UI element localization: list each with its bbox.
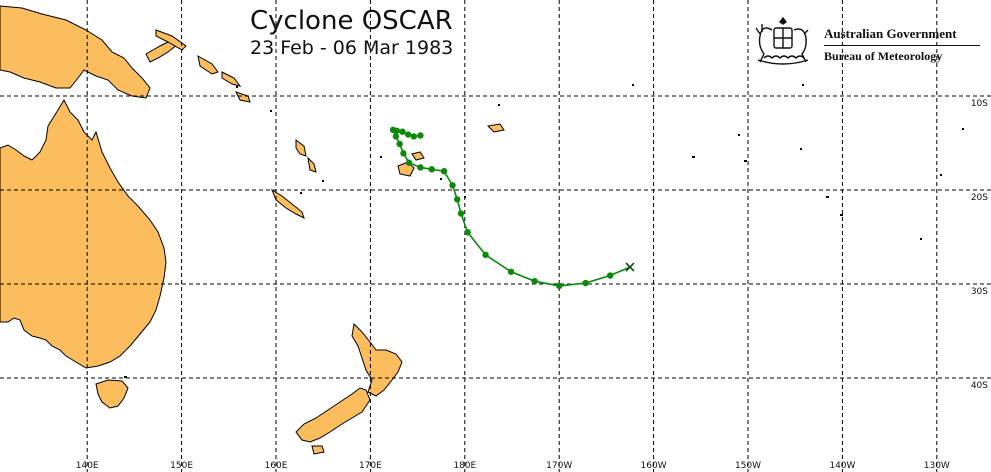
graticule-labels: 140E 150E 160E 170E 180E 170W 160W 150W 140W 130W…: [76, 99, 989, 471]
longitude-label: 150E: [170, 461, 193, 471]
land-vanuatu-2: [307, 156, 317, 173]
longitude-label: 170E: [359, 461, 382, 471]
track-position-dot: [399, 128, 406, 135]
cyclone-track: [389, 126, 635, 290]
track-position-dot: [482, 251, 489, 259]
land-layer: [0, 5, 505, 455]
land-new-caledonia: [270, 188, 305, 219]
latitude-label: 30S: [971, 287, 988, 297]
small-islands: [124, 84, 964, 378]
track-position-dot: [405, 159, 413, 166]
land-new-britain: [145, 39, 179, 63]
track-position-dot: [531, 277, 538, 285]
agency-divider: [824, 45, 980, 46]
track-position-dot: [417, 164, 424, 171]
track-position-dot: [556, 282, 563, 290]
track-position-dot: [440, 168, 448, 175]
bureau-name: Bureau of Meteorology: [824, 49, 943, 63]
longitude-label: 140E: [76, 461, 99, 471]
track-position-dot: [582, 279, 589, 287]
track-position-dot: [428, 166, 435, 173]
longitude-label: 150W: [735, 461, 761, 471]
land-stewart-island: [311, 445, 325, 455]
title-block: Cyclone OSCAR 23 Feb - 06 Mar 1983: [250, 6, 453, 60]
track-position-dot: [507, 268, 515, 275]
land-fiji-vanua-levu: [411, 151, 425, 161]
land-vanuatu: [295, 139, 307, 157]
land-new-zealand-south: [295, 387, 371, 443]
map-title: Cyclone OSCAR: [250, 6, 453, 36]
land-australia: [0, 98, 167, 369]
land-solomon-islands: [197, 55, 219, 75]
land-samoa: [486, 123, 505, 133]
track-end-x-marker: [625, 262, 635, 272]
longitude-label: 130W: [924, 461, 950, 471]
map-subtitle: 23 Feb - 06 Mar 1983: [250, 37, 454, 59]
land-tasmania: [95, 379, 129, 409]
land-new-zealand-north: [351, 322, 403, 397]
government-name: Australian Government: [824, 26, 957, 41]
longitude-label: 140W: [829, 461, 855, 471]
track-position-dot: [392, 133, 400, 140]
track-position-dot: [449, 182, 456, 189]
track-position-dot: [404, 131, 412, 138]
track-position-dot: [417, 132, 424, 139]
longitude-label: 160E: [265, 461, 288, 471]
land-solomon-islands-2: [221, 71, 242, 87]
track-position-dot: [396, 140, 403, 148]
track-position-dot: [606, 272, 614, 279]
longitude-label: 170W: [546, 461, 572, 471]
track-position-dot: [389, 126, 397, 134]
latitude-label: 40S: [971, 381, 988, 391]
agency-text: Australian Government Bureau of Meteorol…: [824, 26, 980, 64]
track-position-dot: [400, 150, 407, 157]
latitude-label: 10S: [971, 99, 988, 109]
track-position-dot: [464, 229, 471, 236]
longitude-label: 160W: [641, 461, 667, 471]
land-papua-new-guinea: [0, 5, 151, 99]
agency-branding: Australian Government Bureau of Meteorol…: [748, 12, 988, 70]
land-solomon-islands-3: [235, 91, 251, 103]
track-position-dot: [410, 133, 418, 140]
track-position-dot: [454, 196, 461, 203]
track-position-dot: [457, 210, 465, 217]
longitude-label: 180E: [453, 461, 476, 471]
coat-of-arms-logo: [755, 16, 809, 65]
latitude-label: 20S: [971, 193, 988, 203]
